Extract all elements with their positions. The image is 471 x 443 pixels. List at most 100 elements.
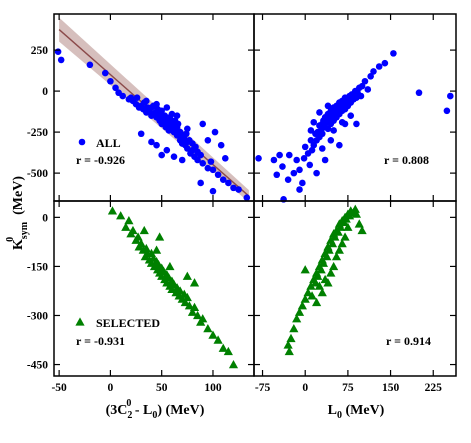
data-point — [139, 225, 149, 235]
data-point — [415, 89, 423, 97]
data-point — [197, 179, 204, 187]
y-tick-label: -450 — [27, 360, 48, 372]
data-point — [330, 127, 337, 134]
data-point — [318, 258, 329, 267]
data-point — [148, 138, 155, 146]
data-point — [284, 346, 294, 356]
data-point — [353, 120, 360, 128]
data-point — [221, 155, 229, 162]
data-point — [337, 238, 347, 248]
panel-top-right: r = 0.808 — [253, 13, 457, 203]
data-point — [316, 109, 323, 116]
data-point — [367, 73, 374, 80]
y-title-sup: 0 — [5, 237, 16, 242]
data-point — [286, 333, 296, 343]
data-point — [331, 252, 342, 261]
data-point — [330, 232, 340, 241]
data-point — [168, 110, 176, 118]
data-point — [327, 238, 338, 248]
data-point — [192, 310, 203, 320]
data-point — [214, 171, 222, 179]
data-point — [225, 179, 232, 187]
data-point — [285, 151, 293, 159]
data-point — [334, 245, 344, 254]
y-tick-label: -500 — [27, 168, 48, 180]
data-point — [213, 335, 223, 344]
data-point — [364, 86, 372, 93]
correlation-label: r = 0.808 — [384, 153, 429, 167]
x-tick-label: 150 — [382, 382, 400, 394]
data-point — [153, 141, 160, 149]
data-point — [283, 340, 293, 349]
data-point — [390, 50, 397, 57]
data-point — [296, 186, 303, 193]
data-point — [137, 130, 145, 138]
data-point — [276, 151, 283, 159]
data-point — [218, 343, 228, 352]
data-point — [317, 287, 327, 297]
data-point — [326, 268, 336, 277]
data-point — [292, 314, 302, 323]
data-point — [235, 186, 242, 193]
data-point — [182, 271, 192, 280]
data-point — [211, 128, 219, 136]
data-point — [313, 169, 320, 177]
legend-label: ALL — [96, 136, 121, 150]
y-title-main: K — [11, 239, 26, 250]
data-point — [163, 104, 171, 111]
data-point — [86, 61, 94, 69]
x-tick-label: -50 — [51, 382, 67, 394]
data-point — [184, 301, 194, 310]
panel-bottom-left: -50 0 50 100 -450 -300 -150 0 SELECTED r = -0.931 — [27, 200, 255, 394]
data-point — [443, 107, 451, 115]
x-axis-title-right: L0 (MeV) — [328, 403, 385, 421]
data-point — [184, 125, 191, 133]
data-point — [121, 222, 131, 231]
data-point — [314, 281, 325, 290]
data-point — [318, 145, 326, 152]
data-point — [300, 155, 308, 162]
data-point — [294, 307, 305, 316]
data-point — [299, 179, 306, 187]
y-tick-label: -150 — [27, 261, 48, 273]
data-point — [243, 194, 251, 202]
data-point — [189, 302, 200, 311]
data-point — [300, 294, 310, 303]
data-point — [119, 92, 127, 100]
data-point — [174, 120, 182, 128]
legend-label: SELECTED — [96, 316, 160, 330]
panel-frame — [253, 13, 457, 202]
x-tick-label: 225 — [425, 382, 443, 394]
data-point — [303, 287, 313, 297]
data-point — [375, 63, 383, 70]
data-point — [184, 145, 191, 152]
data-point — [307, 291, 317, 300]
data-point — [324, 125, 332, 133]
data-point — [223, 346, 233, 356]
data-point — [361, 77, 369, 85]
data-point — [370, 68, 377, 75]
data-point — [183, 130, 190, 138]
data-point — [128, 225, 138, 235]
data-point — [255, 155, 262, 162]
data-point — [124, 216, 134, 225]
data-point — [357, 92, 365, 100]
x-tick-label: 0 — [302, 382, 308, 394]
svg-text:Ksym0(MeV): Ksym0 (MeV) — [5, 176, 30, 250]
data-point — [279, 163, 286, 170]
data-point — [322, 252, 332, 261]
data-point — [354, 219, 364, 228]
data-point — [165, 261, 175, 271]
data-point — [357, 225, 367, 235]
data-point — [182, 292, 192, 302]
data-point — [143, 97, 150, 105]
data-point — [203, 323, 213, 333]
data-point — [194, 156, 201, 164]
data-point — [284, 176, 292, 183]
data-point — [358, 82, 366, 90]
data-point — [270, 156, 278, 164]
data-point — [198, 314, 208, 323]
data-point — [310, 141, 318, 149]
data-point — [324, 245, 334, 254]
x-axis-title-left: (3C20 - L0) (MeV) — [106, 398, 205, 421]
